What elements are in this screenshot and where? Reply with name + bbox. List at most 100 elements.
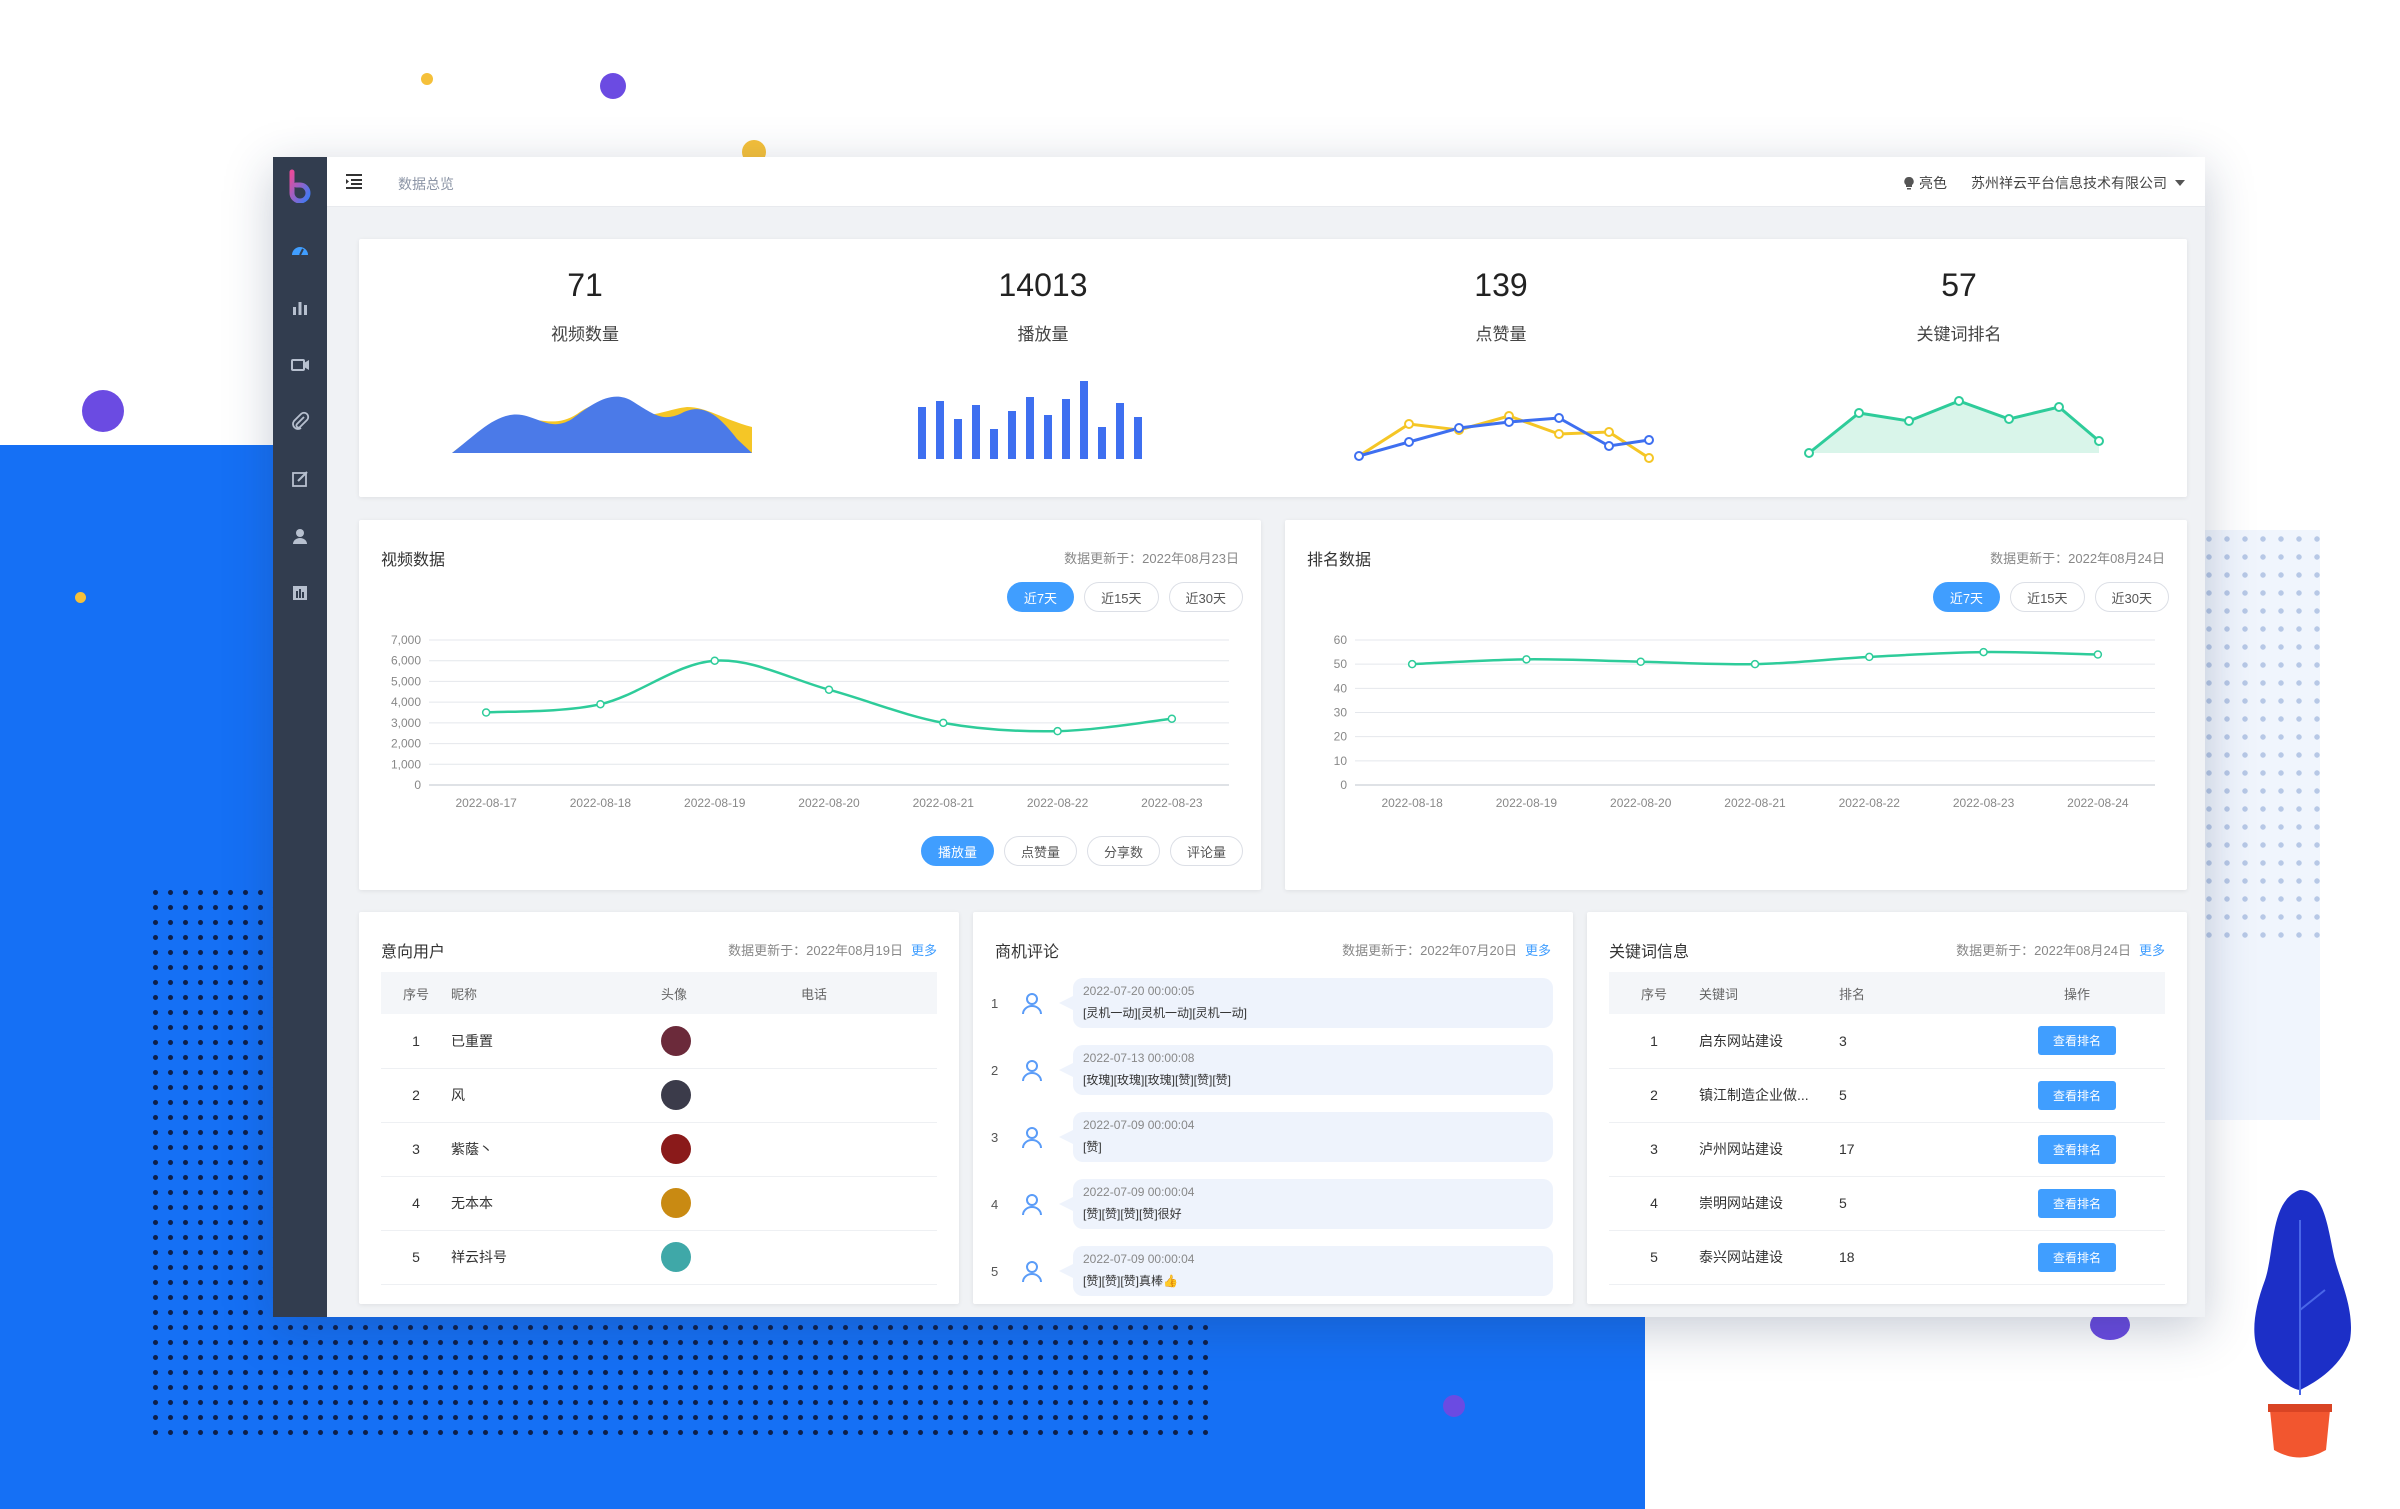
area-line-sparkline: [1804, 396, 2104, 458]
keyword: 泸州网站建设: [1699, 1122, 1839, 1177]
card-title: 视频数据: [381, 552, 446, 569]
comment-time: 2022-07-09 00:00:04: [1083, 1252, 1195, 1266]
row-index: 1: [1609, 1014, 1699, 1069]
card-updated: 数据更新于：2022年07月20日 更多: [1342, 940, 1551, 959]
keyword-rank: 18: [1839, 1230, 1989, 1285]
data-point: [2093, 650, 2103, 659]
y-tick-label: 60: [1334, 633, 1348, 647]
view-rank-button[interactable]: 查看排名: [2037, 1026, 2116, 1056]
table-row: 4 无本本: [381, 1176, 937, 1231]
x-tick-label: 2022-08-23: [1141, 796, 1203, 810]
range-7-days[interactable]: 近7天: [1006, 582, 1075, 612]
comment-bubble: 2022-07-09 00:00:04 [赞]: [1059, 1112, 1553, 1162]
nav-report-icon[interactable]: [289, 582, 311, 604]
view-rank-button[interactable]: 查看排名: [2037, 1242, 2116, 1272]
sidebar: [273, 157, 327, 1317]
action-cell: 查看排名: [1989, 1068, 2165, 1123]
nav-video-icon[interactable]: [289, 354, 311, 376]
x-tick-label: 2022-08-18: [570, 796, 632, 810]
data-point: [1053, 726, 1062, 736]
x-tick-label: 2022-08-20: [798, 796, 860, 810]
avatar-cell: [661, 1176, 801, 1231]
theme-switch[interactable]: 亮色: [1903, 173, 1947, 193]
stat-value: 71: [567, 267, 603, 303]
column-header: 头像: [661, 972, 801, 1014]
bulb-icon: [1904, 176, 1914, 190]
company-dropdown[interactable]: 苏州祥云平台信息技术有限公司: [1971, 173, 2185, 193]
topbar: 数据总览 亮色 苏州祥云平台信息技术有限公司: [327, 157, 2205, 207]
data-point: [1167, 714, 1177, 723]
rank-data-card: 排名数据 数据更新于：2022年08月24日 近7天 近15天 近30天 0 10…: [1285, 520, 2187, 890]
metric-plays[interactable]: 播放量: [920, 836, 994, 866]
comment-text: [赞][赞][赞][赞]很好: [1083, 1207, 1182, 1221]
rank-line-chart: 0 10 20 30 40 50 60 2022-08-18 2022-08-19 2022-08…: [1334, 633, 2155, 810]
background-light-dots: [2200, 530, 2320, 940]
nav-user-icon[interactable]: [289, 525, 311, 547]
data-point: [1979, 647, 1988, 657]
view-rank-button[interactable]: 查看排名: [2037, 1080, 2116, 1110]
row-index: 4: [1609, 1176, 1699, 1231]
column-header: 排名: [1839, 972, 1989, 1014]
line-sparkline: [1354, 411, 1654, 463]
metric-comments[interactable]: 评论量: [1169, 836, 1243, 866]
x-tick-label: 2022-08-23: [1953, 796, 2015, 810]
column-header: 关键词: [1699, 972, 1839, 1014]
comment-item[interactable]: 5 2022-07-09 00:00:04 [赞][赞][赞]真棒👍: [991, 1246, 1563, 1298]
card-updated: 数据更新于：2022年08月23日: [1064, 551, 1239, 566]
data-point: [1522, 655, 1531, 664]
nav-chart-icon[interactable]: [289, 297, 311, 319]
bar-sparkline: [918, 381, 1142, 459]
range-tabs: 近7天 近15天 近30天: [1932, 582, 2169, 612]
comment-time: 2022-07-09 00:00:04: [1083, 1185, 1195, 1199]
comment-bubble: 2022-07-20 00:00:05 [灵机一动][灵机一动][灵机一动]: [1059, 978, 1553, 1028]
stat-value: 14013: [998, 267, 1088, 303]
column-header: 操作: [1989, 972, 2165, 1014]
range-30-days[interactable]: 近30天: [2094, 582, 2169, 612]
user-nickname: 已重置: [451, 1014, 661, 1069]
stat-video-count: 71 视频数量: [375, 239, 795, 453]
more-link[interactable]: 更多: [910, 943, 937, 958]
view-rank-button[interactable]: 查看排名: [2037, 1134, 2116, 1164]
range-30-days[interactable]: 近30天: [1168, 582, 1243, 612]
comment-item[interactable]: 1 2022-07-20 00:00:05 [灵机一动][灵机一动][灵机一动]: [991, 978, 1563, 1030]
breadcrumb[interactable]: 数据总览: [398, 176, 454, 192]
comment-index: 3: [991, 1130, 999, 1145]
nav-edit-icon[interactable]: [289, 468, 311, 490]
y-tick-label: 5,000: [391, 674, 421, 688]
table-row: 3 泸州网站建设 17 查看排名: [1609, 1122, 2165, 1177]
range-7-days[interactable]: 近7天: [1932, 582, 2001, 612]
menu-toggle-icon[interactable]: [344, 171, 364, 191]
comment-item[interactable]: 3 2022-07-09 00:00:04 [赞]: [991, 1112, 1563, 1164]
nav-dashboard-icon[interactable]: [289, 240, 311, 262]
nav-attachment-icon[interactable]: [289, 411, 311, 433]
user-icon: [1022, 1060, 1042, 1082]
column-header: 昵称: [451, 972, 661, 1014]
comment-item[interactable]: 2 2022-07-13 00:00:08 [玫瑰][玫瑰][玫瑰][赞][赞][赞…: [991, 1045, 1563, 1097]
users-table: 序号 昵称 头像 电话 1 已重置 2 风 3 紫蔭丶 4 无本本 5 祥云抖号: [381, 972, 937, 1285]
more-link[interactable]: 更多: [1524, 943, 1551, 958]
stat-value: 57: [1941, 267, 1977, 303]
range-15-days[interactable]: 近15天: [1084, 582, 1159, 612]
user-phone: [801, 1230, 937, 1285]
stat-label: 播放量: [1017, 325, 1069, 344]
range-15-days[interactable]: 近15天: [2010, 582, 2085, 612]
avatar: [661, 1080, 691, 1110]
data-point: [939, 718, 948, 728]
card-updated: 数据更新于：2022年08月19日 更多: [728, 940, 937, 959]
view-rank-button[interactable]: 查看排名: [2037, 1188, 2116, 1218]
metric-shares[interactable]: 分享数: [1086, 836, 1160, 866]
x-tick-label: 2022-08-24: [2067, 796, 2129, 810]
comment-item[interactable]: 4 2022-07-09 00:00:04 [赞][赞][赞][赞]很好: [991, 1179, 1563, 1231]
metric-likes[interactable]: 点赞量: [1003, 836, 1077, 866]
avatar-cell: [661, 1014, 801, 1069]
y-tick-label: 40: [1334, 681, 1348, 695]
table-row: 1 已重置: [381, 1014, 937, 1069]
company-name: 苏州祥云平台信息技术有限公司: [1971, 175, 2167, 191]
video-data-card: 视频数据 数据更新于：2022年08月23日 近7天 近15天 近30天 0 1,…: [359, 520, 1261, 890]
column-header: 序号: [381, 972, 451, 1014]
data-point: [1407, 659, 1417, 669]
user-nickname: 无本本: [451, 1176, 661, 1231]
table-row: 1 启东网站建设 3 查看排名: [1609, 1014, 2165, 1069]
more-link[interactable]: 更多: [2138, 943, 2165, 958]
